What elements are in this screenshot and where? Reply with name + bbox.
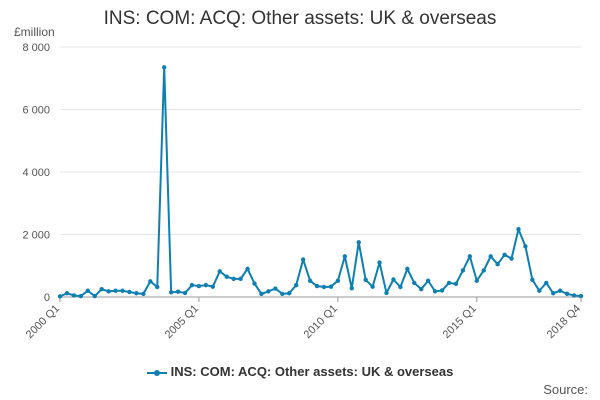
data-point[interactable] <box>210 284 216 289</box>
data-point[interactable] <box>384 290 389 296</box>
data-point[interactable] <box>509 256 514 261</box>
series-line <box>59 66 582 298</box>
data-point[interactable] <box>481 268 486 273</box>
data-point[interactable] <box>57 294 63 299</box>
data-point[interactable] <box>71 293 77 298</box>
x-tick-label: 2010 Q1 <box>302 303 340 341</box>
data-point[interactable] <box>189 282 195 288</box>
data-point[interactable] <box>328 284 334 289</box>
data-point[interactable] <box>252 281 257 286</box>
data-point[interactable] <box>363 277 368 283</box>
data-point[interactable] <box>175 289 181 294</box>
data-point[interactable] <box>300 257 306 262</box>
data-point[interactable] <box>238 276 243 282</box>
y-tick-label: 4 000 <box>22 167 50 179</box>
data-point[interactable] <box>287 291 292 296</box>
data-point[interactable] <box>530 277 535 283</box>
data-point[interactable] <box>141 291 146 297</box>
x-tick-label: 2018 Q4 <box>545 303 583 341</box>
y-axis-unit-label: £million <box>14 25 55 39</box>
chart-title: INS: COM: ACQ: Other assets: UK & overse… <box>103 8 497 29</box>
data-point[interactable] <box>488 254 493 259</box>
y-tick-label: 0 <box>44 292 50 304</box>
data-point[interactable] <box>439 288 445 293</box>
data-point[interactable] <box>523 244 528 249</box>
data-point[interactable] <box>273 286 278 291</box>
data-point[interactable] <box>245 266 250 272</box>
data-point[interactable] <box>391 277 396 282</box>
data-point[interactable] <box>266 289 271 294</box>
data-point[interactable] <box>356 240 361 245</box>
data-point[interactable] <box>127 289 132 295</box>
data-point[interactable] <box>113 288 118 293</box>
x-tick-label: 2000 Q1 <box>24 303 62 341</box>
data-point[interactable] <box>578 293 584 299</box>
data-point[interactable] <box>314 283 320 289</box>
data-point[interactable] <box>342 254 348 259</box>
data-point[interactable] <box>446 280 452 286</box>
data-point[interactable] <box>259 291 264 297</box>
data-point[interactable] <box>168 290 174 295</box>
data-point[interactable] <box>182 290 188 296</box>
legend[interactable]: INS: COM: ACQ: Other assets: UK & overse… <box>0 364 600 379</box>
data-point[interactable] <box>335 278 341 283</box>
legend-series-label: INS: COM: ACQ: Other assets: UK & overse… <box>170 364 454 379</box>
data-point[interactable] <box>495 261 500 267</box>
data-point[interactable] <box>293 282 299 288</box>
data-point[interactable] <box>231 276 236 282</box>
data-point[interactable] <box>398 284 403 290</box>
data-point[interactable] <box>537 288 542 293</box>
data-point[interactable] <box>467 254 473 259</box>
y-tick-label: 6 000 <box>22 105 50 117</box>
data-point[interactable] <box>419 286 424 292</box>
data-point[interactable] <box>564 291 570 297</box>
data-point[interactable] <box>203 282 209 288</box>
data-point[interactable] <box>155 284 160 290</box>
data-point[interactable] <box>321 284 327 290</box>
data-point[interactable] <box>217 269 222 274</box>
x-tick-label: 2005 Q1 <box>163 303 201 341</box>
data-point[interactable] <box>99 286 104 292</box>
data-point[interactable] <box>425 278 431 283</box>
data-point[interactable] <box>307 278 313 283</box>
data-point[interactable] <box>148 279 153 284</box>
data-point[interactable] <box>432 289 438 294</box>
y-tick-label: 2 000 <box>22 230 50 242</box>
data-point[interactable] <box>377 260 382 265</box>
x-tick-label: 2015 Q1 <box>441 303 479 341</box>
data-point[interactable] <box>453 281 459 287</box>
data-point[interactable] <box>544 280 549 286</box>
data-point[interactable] <box>405 266 410 272</box>
data-point[interactable] <box>412 280 417 286</box>
data-point[interactable] <box>502 252 507 258</box>
data-point[interactable] <box>460 268 466 273</box>
data-point[interactable] <box>78 293 84 299</box>
data-point[interactable] <box>224 274 229 279</box>
data-point[interactable] <box>349 286 354 291</box>
data-point[interactable] <box>85 288 90 293</box>
y-tick-label: 8 000 <box>22 42 50 54</box>
data-point[interactable] <box>120 288 125 293</box>
data-point[interactable] <box>92 293 97 299</box>
data-point[interactable] <box>162 65 167 70</box>
legend-series-marker <box>146 369 167 376</box>
data-point[interactable] <box>557 288 563 293</box>
data-point[interactable] <box>64 291 70 296</box>
data-point[interactable] <box>474 278 479 283</box>
source-label: Source: <box>543 382 588 397</box>
data-point[interactable] <box>551 291 556 296</box>
data-point[interactable] <box>571 293 577 298</box>
data-point[interactable] <box>370 284 375 289</box>
data-point[interactable] <box>106 289 111 294</box>
data-point[interactable] <box>516 226 521 232</box>
data-point[interactable] <box>280 291 285 297</box>
data-point[interactable] <box>196 283 202 289</box>
data-point[interactable] <box>134 291 139 296</box>
